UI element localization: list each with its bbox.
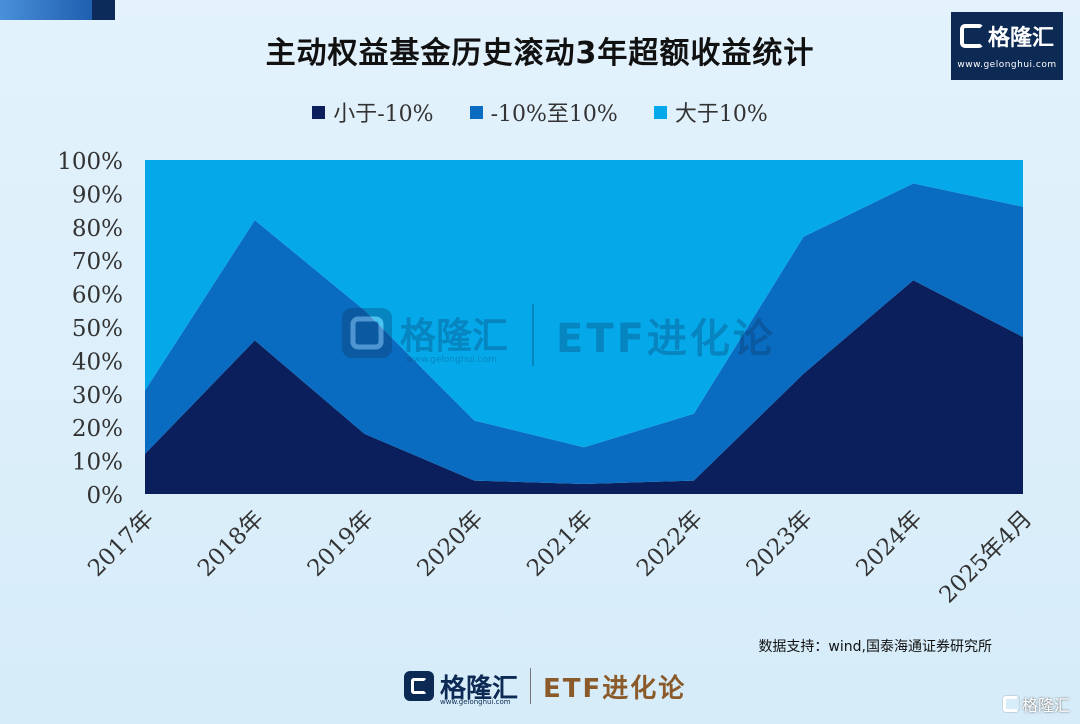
chart-watermark: 格隆汇 www.gelonghui.com ETF进化论 [342,304,776,366]
logo-url: www.gelonghui.com [957,60,1057,70]
bottom-logo-g-icon [404,671,434,701]
watermark-brand: 格隆汇 [400,316,508,357]
legend-swatch-low [312,105,326,119]
legend-label-high: 大于10% [674,102,768,127]
legend-label-low: 小于-10% [333,102,434,127]
bottom-etf-text: ETF进化论 [543,673,687,704]
y-tick-label: 80% [72,216,123,242]
x-tick-label: 2024年 [851,506,927,582]
x-tick-label: 2017年 [83,506,159,582]
logo-g-icon [959,24,984,48]
y-tick-label: 40% [72,349,123,375]
brand-logo: 格隆汇 www.gelonghui.com [951,12,1063,80]
watermark-url: www.gelonghui.com [406,355,497,365]
watermark-g-inner [350,316,384,350]
x-tick-label: 2018年 [193,506,269,582]
corner-g-icon [1002,696,1019,712]
corner-watermark: 格隆汇 [1002,692,1070,716]
y-tick-label: 0% [87,483,124,509]
corner-accent-bar [0,0,115,20]
y-tick-label: 90% [72,182,123,208]
y-tick-label: 70% [72,249,123,275]
y-tick-label: 30% [72,383,123,409]
area-series-2 [145,160,1023,448]
x-tick-label: 2022年 [632,506,708,582]
corner-watermark-text: 格隆汇 [1021,696,1070,715]
y-tick-label: 10% [72,450,123,476]
area-series-0 [145,280,1023,494]
watermark-separator [532,304,534,366]
bottom-brand-url: www.gelonghui.com [440,698,511,706]
legend-item-mid: -10%至10% [469,96,618,128]
y-tick-label: 100% [57,149,123,175]
y-tick-label: 20% [72,416,123,442]
y-tick-label: 50% [72,316,123,342]
bottom-brand-text: 格隆汇 [440,673,519,704]
area-series-1 [145,183,1023,484]
x-tick-label: 2025年4月 [935,506,1038,609]
x-tick-label: 2019年 [303,506,379,582]
watermark-g-icon [342,308,392,358]
legend-item-low: 小于-10% [312,96,434,128]
legend-label-mid: -10%至10% [490,102,618,127]
y-axis: 0% 10% 20% 30% 40% 50% 60% 70% 80% 90% 100% [57,149,123,509]
logo-brand-text: 格隆汇 [987,26,1054,51]
legend-item-high: 大于10% [653,96,768,128]
chart-title: 主动权益基金历史滚动3年超额收益统计 [265,36,815,71]
legend-swatch-mid [469,105,483,119]
x-axis: 2017年 2018年 2019年 2020年 2021年 2022年 2023年 2024年… [83,506,1037,609]
watermark-etf: ETF进化论 [556,316,776,362]
chart-areas [145,160,1023,494]
source-note: 数据支持：wind,国泰海通证券研究所 [758,639,992,655]
legend-swatch-high [653,105,667,119]
x-tick-label: 2020年 [412,506,488,582]
y-tick-label: 60% [72,283,123,309]
x-tick-label: 2023年 [742,506,818,582]
bottom-separator [530,668,532,704]
chart-legend: 小于-10% -10%至10% 大于10% [0,96,1080,128]
x-tick-label: 2021年 [522,506,598,582]
bottom-brand: 格隆汇 www.gelonghui.com ETF进化论 [404,664,686,708]
